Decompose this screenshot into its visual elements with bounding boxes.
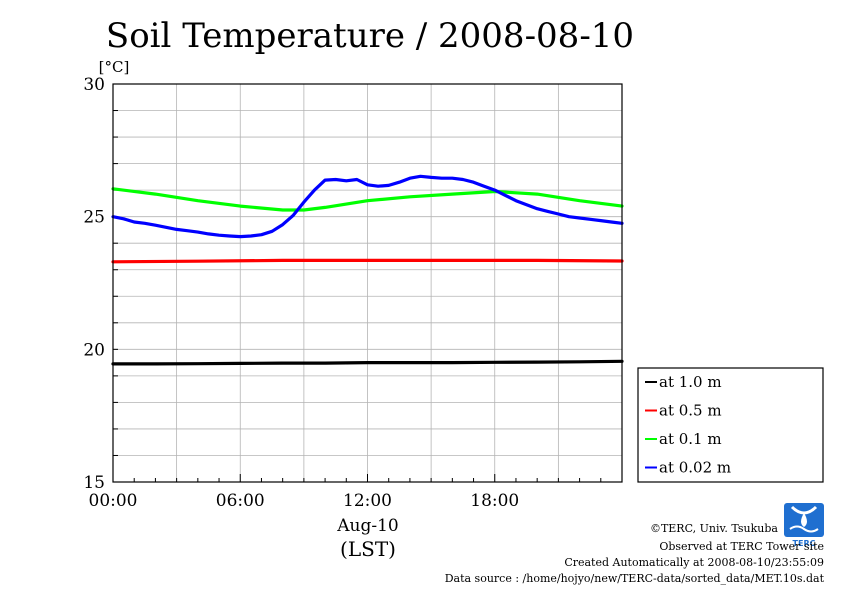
y-tick-label: 30	[83, 75, 105, 95]
footer-created: Created Automatically at 2008-08-10/23:5…	[564, 556, 824, 569]
terc-logo: TERC	[784, 503, 824, 548]
footer-source: Data source : /home/hojyo/new/TERC-data/…	[445, 572, 825, 585]
grid-layer	[112, 83, 623, 483]
series-line-0	[111, 359, 624, 366]
x-tick-labels: 00:00 06:00 12:00 18:00	[89, 491, 520, 511]
series-line-1	[111, 258, 624, 264]
logo-text: TERC	[793, 539, 816, 548]
x-tick-label: 06:00	[216, 491, 265, 511]
legend: at 1.0 m at 0.5 m at 0.1 m at 0.02 m	[645, 373, 731, 477]
plot-frame	[112, 83, 623, 483]
series-line-3	[111, 174, 624, 239]
chart-title: Soil Temperature / 2008-08-10	[106, 16, 634, 56]
x-tick-label: 18:00	[470, 491, 519, 511]
legend-label: at 0.02 m	[659, 459, 731, 477]
y-tick-label: 20	[83, 340, 105, 360]
legend-label: at 0.1 m	[659, 430, 722, 448]
y-tick-label: 15	[83, 473, 105, 493]
legend-box	[637, 367, 824, 483]
x-axis-label-lst: (LST)	[340, 537, 396, 561]
y-axis-unit: [°C]	[99, 58, 130, 76]
y-tick-labels: 15 20 25 30	[83, 75, 105, 493]
y-tick-label: 25	[83, 208, 105, 228]
footer-copyright: ©TERC, Univ. Tsukuba	[650, 522, 778, 535]
series-line-2	[111, 187, 624, 212]
footer-observed: Observed at TERC Tower site	[659, 540, 824, 553]
x-tick-label: 00:00	[89, 491, 138, 511]
x-axis-label: Aug-10	[336, 516, 398, 536]
legend-label: at 0.5 m	[659, 402, 722, 420]
series-layer	[111, 174, 624, 366]
legend-label: at 1.0 m	[659, 373, 722, 391]
x-tick-label: 12:00	[343, 491, 392, 511]
